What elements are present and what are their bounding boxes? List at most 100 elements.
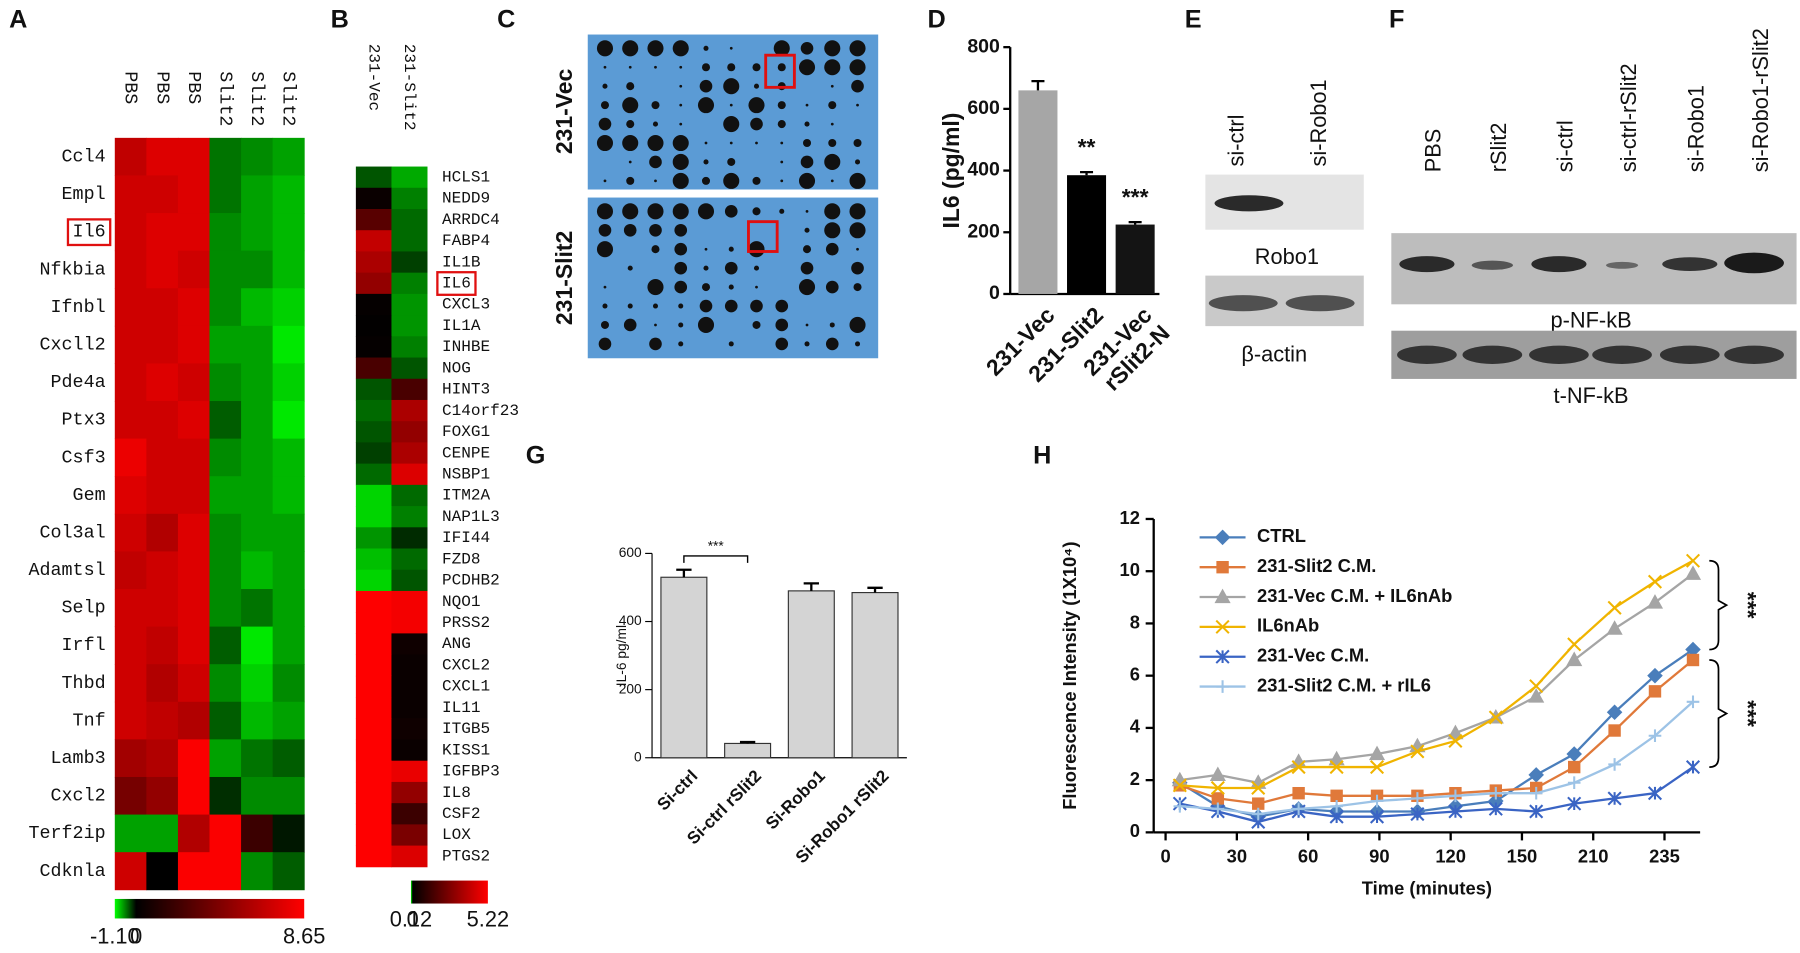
heatmap-cell: [391, 845, 428, 868]
legend-label: 231-Slit2 C.M. + rIL6: [1257, 674, 1431, 695]
error-bar: [867, 586, 883, 593]
array-dot: [824, 59, 841, 76]
array-dot: [804, 341, 810, 347]
heatmap-cell: [355, 569, 392, 592]
marker: [1330, 789, 1343, 803]
heatmap-cell: [177, 776, 210, 816]
row-label: Nfkbia: [40, 259, 106, 280]
colorbar-tick-label: 5.22: [467, 907, 509, 932]
heatmap-cell: [272, 363, 305, 402]
array-dot: [752, 176, 761, 185]
array-dot: [672, 203, 689, 220]
array-dot: [798, 172, 816, 189]
bar: [851, 592, 899, 759]
row-label: ITGB5: [442, 720, 490, 738]
heatmap-cell: [114, 852, 147, 891]
column-label: 231-Slit2: [400, 44, 418, 131]
array-dot: [697, 97, 715, 114]
heatmap-cell: [209, 626, 242, 665]
array-dot: [647, 40, 664, 57]
column-label: PBS: [151, 71, 172, 104]
heatmap-cell: [355, 336, 392, 358]
heatmap-cell: [209, 438, 242, 477]
heatmap-cell: [209, 175, 242, 214]
array-dot: [697, 203, 715, 220]
heatmap-cell: [241, 589, 274, 628]
array-dot: [678, 303, 684, 309]
error-bar: [676, 568, 692, 578]
row-label: INHBE: [442, 338, 490, 356]
row-label: Cxcl2: [51, 786, 106, 807]
array-dot: [798, 59, 816, 76]
array-dot: [780, 179, 784, 183]
array-dot: [598, 337, 612, 351]
marker: [1292, 802, 1305, 816]
row-label: ANG: [442, 635, 471, 653]
array-dot: [654, 323, 657, 327]
heatmap-cell: [355, 824, 392, 847]
heatmap-cell: [272, 137, 305, 176]
heatmap-cell: [391, 208, 428, 231]
highlight-box: [66, 218, 112, 247]
y-tick-label: 400: [967, 159, 1000, 181]
heatmap-cell: [355, 760, 392, 783]
bar: [1115, 224, 1155, 294]
heatmap-cell: [272, 438, 305, 477]
heatmap-cell: [355, 845, 392, 868]
panel-letter: B: [331, 5, 349, 33]
marker: [1211, 792, 1225, 805]
array-dot: [703, 265, 709, 271]
array-dot: [598, 117, 612, 131]
y-tick-label: 10: [1120, 559, 1140, 580]
heatmap-cell: [177, 739, 210, 778]
array-membrane: [587, 197, 879, 359]
heatmap-cell: [241, 739, 274, 778]
row-label: Ifnbl: [51, 297, 106, 318]
marker: [1529, 804, 1544, 819]
heatmap-cell: [391, 548, 428, 571]
array-dot: [723, 78, 740, 95]
row-label: HCLS1: [442, 168, 490, 186]
array-dot: [627, 265, 633, 271]
heatmap-cell: [177, 476, 210, 515]
heatmap-cell: [241, 175, 274, 214]
error-bar: [803, 582, 819, 591]
array-dot: [828, 101, 837, 110]
heatmap-cell: [391, 484, 428, 507]
heatmap-cell: [209, 325, 242, 364]
column-label: PBS: [183, 71, 204, 104]
heatmap-cell: [391, 612, 428, 634]
y-tick-label: 4: [1130, 716, 1141, 737]
array-dot: [679, 65, 683, 69]
heatmap-cell: [146, 175, 179, 214]
array-dot: [654, 179, 657, 183]
array-dot: [647, 203, 664, 220]
heatmap-cell: [272, 288, 305, 327]
y-tick-label: 0: [634, 749, 642, 764]
lane-label: si-Robo1: [1684, 85, 1709, 172]
heatmap-cell: [241, 664, 274, 703]
x-tick-label: 210: [1578, 845, 1609, 866]
array-label: 231-Slit2: [551, 231, 577, 325]
column-label: PBS: [120, 71, 141, 104]
legend-label: 231-Vec C.M. + IL6nAb: [1257, 585, 1452, 606]
array-dot: [805, 209, 809, 213]
array-dot: [724, 205, 738, 218]
heatmap-cell: [355, 166, 392, 189]
row-label: CSF2: [442, 805, 481, 823]
array-dot: [856, 247, 859, 251]
row-label: LOX: [442, 826, 471, 844]
band: [1592, 345, 1652, 364]
heatmap-cell: [241, 852, 274, 891]
heatmap-cell: [241, 401, 274, 440]
legend-marker: [1216, 560, 1229, 574]
array-dot: [723, 172, 740, 189]
heatmap-cell: [355, 590, 392, 613]
heatmap-cell: [272, 175, 305, 214]
heatmap-cell: [355, 315, 392, 337]
heatmap-cell: [177, 852, 210, 891]
heatmap-cell: [146, 551, 179, 590]
x-tick-label: Si-Robo1: [761, 765, 829, 833]
row-label: Ccl4: [62, 146, 106, 167]
row-label: NSBP1: [442, 465, 490, 483]
